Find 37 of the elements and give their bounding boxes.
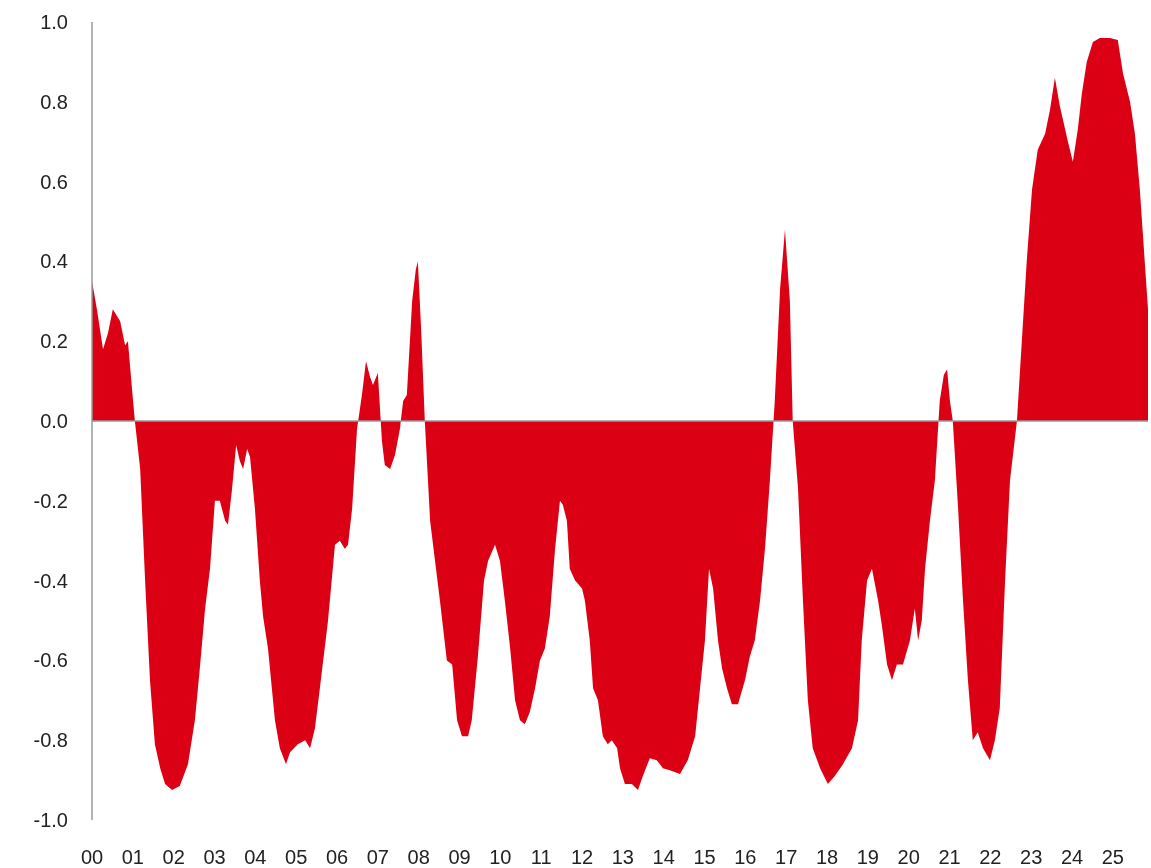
y-tick-label: -0.8 xyxy=(33,729,68,752)
x-tick-label: 22 xyxy=(979,846,1002,868)
x-tick-label: 13 xyxy=(611,846,634,868)
x-tick-label: 05 xyxy=(285,846,308,868)
x-tick-label: 03 xyxy=(203,846,226,868)
x-tick-label: 15 xyxy=(693,846,716,868)
x-tick-label: 11 xyxy=(530,846,552,868)
x-tick-label: 01 xyxy=(121,846,144,868)
x-tick-label: 14 xyxy=(652,846,675,868)
y-tick-label: -0.4 xyxy=(33,569,68,592)
y-tick-label: 0.6 xyxy=(40,170,68,193)
y-tick-label: 0.2 xyxy=(40,330,68,353)
x-tick-label: 06 xyxy=(325,846,349,868)
y-tick-label: -0.6 xyxy=(33,649,68,672)
x-tick-label: 23 xyxy=(1020,846,1043,868)
x-tick-label: 24 xyxy=(1060,846,1084,868)
x-tick-label: 09 xyxy=(448,846,471,868)
x-tick-label: 20 xyxy=(897,846,920,868)
y-tick-label: 0.8 xyxy=(40,90,68,113)
y-tick-label: 0.0 xyxy=(40,410,68,432)
x-tick-label: 04 xyxy=(244,846,267,868)
y-tick-label: 0.4 xyxy=(40,250,68,273)
x-tick-label: 19 xyxy=(856,846,879,868)
x-tick-label: 08 xyxy=(407,846,430,868)
y-tick-label: -0.2 xyxy=(33,489,68,512)
x-tick-label: 12 xyxy=(570,846,594,868)
x-tick-label: 16 xyxy=(734,846,757,868)
x-tick-label: 17 xyxy=(775,846,798,868)
x-tick-label: 18 xyxy=(815,846,839,868)
y-tick-label: -1.0 xyxy=(33,809,68,831)
x-tick-label: 21 xyxy=(938,846,961,868)
x-tick-label: 07 xyxy=(366,846,389,868)
y-tick-label: 1.0 xyxy=(40,11,68,33)
x-tick-label: 00 xyxy=(80,846,104,868)
x-tick-label: 02 xyxy=(162,846,185,868)
x-tick-label: 25 xyxy=(1101,846,1125,868)
x-tick-label: 10 xyxy=(489,846,512,868)
